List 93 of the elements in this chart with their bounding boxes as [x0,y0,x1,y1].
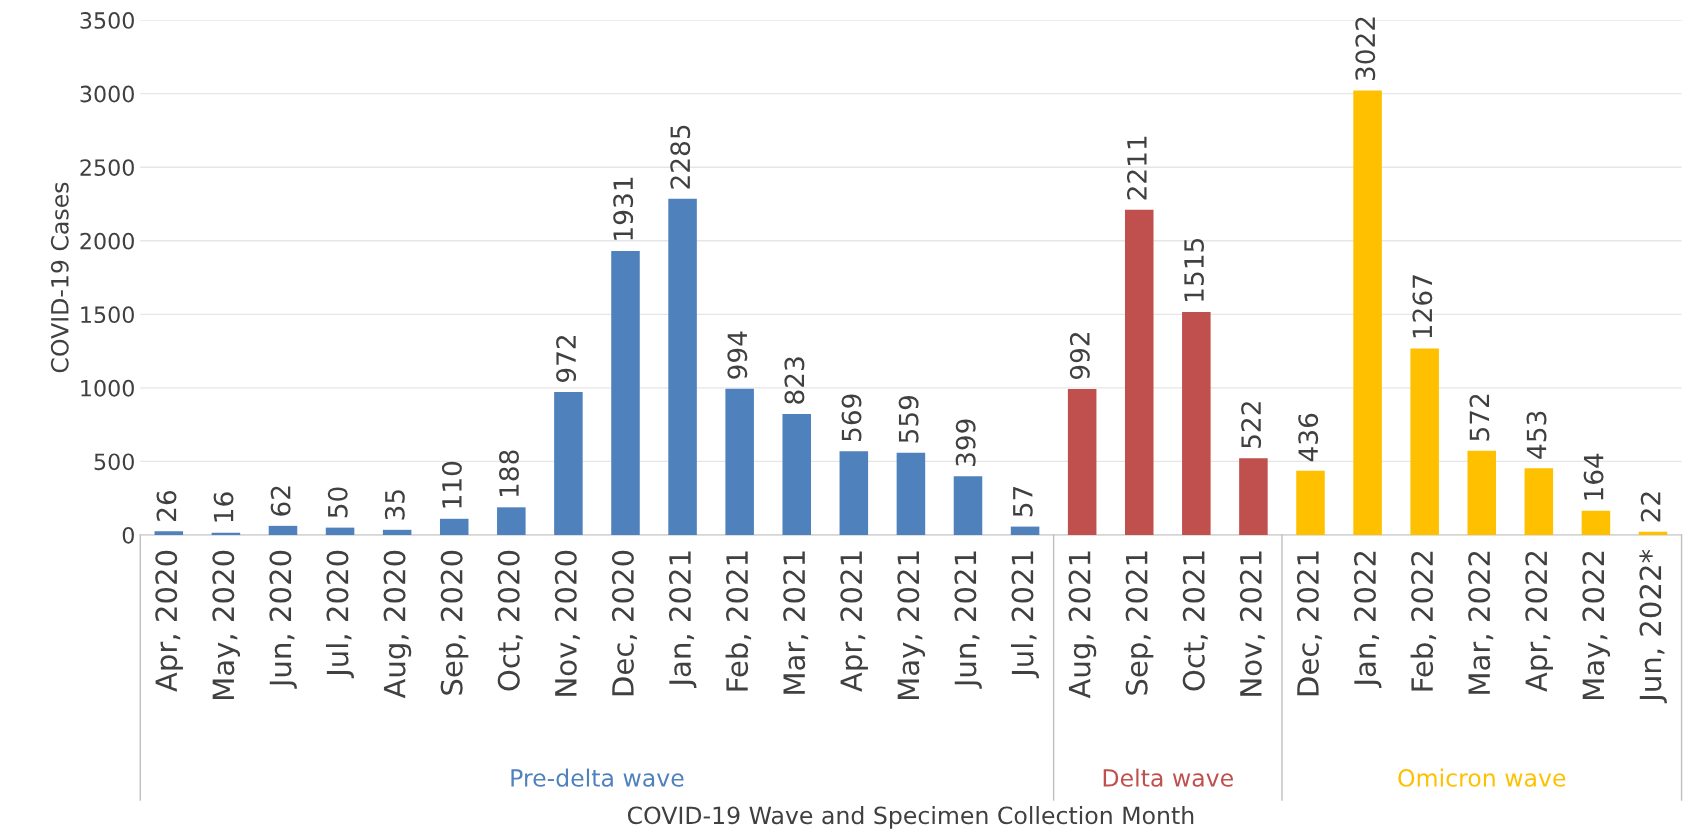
data-label: 62 [270,486,291,516]
x-tick-label: May, 2022 [1582,551,1611,700]
x-tick-label: Dec, 2021 [1296,551,1322,696]
data-label: 2211 [1126,136,1147,200]
x-tick-label: Jan, 2021 [668,551,697,689]
x-tick-label: Sep, 2021 [1125,551,1154,695]
bar [382,529,412,535]
bar [953,476,983,535]
bar [554,391,583,535]
x-tick-label: Nov, 2020 [554,550,580,696]
bar [725,388,754,535]
y-tick-label: 3500 [80,12,134,29]
x-tick-label: Jun, 2020 [269,550,297,689]
data-label: 50 [327,487,348,518]
bar [1124,209,1154,535]
x-tick-label: Jan, 2022 [1353,551,1382,689]
bar [497,507,526,535]
y-tick-label: 1500 [81,306,134,324]
bar [1067,389,1097,535]
data-label: 823 [784,357,805,404]
x-tick-label: Apr, 2022 [1525,551,1553,692]
bar [325,527,355,535]
data-label: 22 [1640,492,1661,522]
bar [839,451,869,535]
x-tick-label: Jun, 2022* [1639,549,1667,704]
text: Omicron wave [1398,768,1566,787]
x-tick-label: Nov, 2021 [1239,551,1265,696]
bar [896,452,926,535]
bar [1638,531,1668,535]
bar [782,413,812,535]
data-label: 1931 [613,177,634,240]
x-tick-label: Feb, 2021 [725,551,752,691]
text: Delta wave [1103,768,1233,787]
bar [1182,312,1211,535]
x-tick-label: Aug, 2020 [383,550,412,699]
data-label: 26 [156,490,177,521]
x-tick-label: Oct, 2020 [497,550,523,691]
data-label: 1267 [1412,275,1433,338]
bar [154,531,184,535]
bar [439,518,469,535]
data-label: 164 [1583,453,1604,500]
data-label: 57 [1013,486,1033,517]
y-axis-title: COVID-19 Cases [50,182,69,373]
bar [611,250,640,535]
data-label: 569 [841,394,862,441]
y-tick-label: 0 [122,526,134,544]
data-label: 992 [1069,332,1090,380]
x-tick-label: Jul, 2021 [1010,551,1039,679]
data-label: 16 [213,492,234,522]
data-label: 522 [1241,402,1262,448]
data-label: 188 [499,450,519,497]
data-label: 436 [1298,413,1319,462]
y-tick-label: 500 [94,453,134,471]
bar [1239,458,1268,535]
x-axis-title: COVID-19 Wave and Specimen Collection Month [627,806,1194,829]
bar [1524,468,1554,535]
data-label: 2285 [670,125,691,189]
data-label: 572 [1469,394,1490,441]
data-label: 35 [384,490,405,520]
x-tick-label: Jun, 2021 [954,551,982,689]
x-tick-label: May, 2020 [212,550,241,700]
x-tick-label: May, 2021 [897,551,926,700]
x-tick-label: Apr, 2021 [840,551,868,692]
data-label: 559 [898,395,919,443]
bar [1010,526,1040,535]
x-tick-label: Mar, 2021 [783,551,809,694]
y-tick-label: 2500 [80,159,134,176]
x-tick-label: Aug, 2021 [1068,551,1097,699]
data-label: 3022 [1355,17,1376,81]
bar [268,525,298,535]
x-tick-label: Oct, 2021 [1182,551,1208,691]
x-tick-label: Dec, 2020 [611,550,637,696]
x-tick-label: Jul, 2020 [325,550,354,679]
y-tick-label: 2000 [80,232,134,250]
x-tick-label: Mar, 2022 [1468,551,1494,694]
x-tick-label: Feb, 2022 [1410,551,1437,691]
bar [1410,348,1439,535]
data-label: 1515 [1184,238,1204,301]
data-label: 453 [1526,411,1547,459]
data-label: 994 [727,331,748,379]
bar [1296,470,1325,535]
text: Pre-delta wave [511,768,684,787]
bar [1353,90,1382,535]
x-tick-label: Apr, 2020 [155,550,183,692]
x-tick-label: Sep, 2020 [440,550,469,695]
y-tick-label: 3000 [80,85,134,103]
bar [1581,510,1611,535]
y-tick-label: 1000 [81,379,134,397]
data-label: 110 [441,461,462,508]
bar [1467,450,1497,535]
bar [668,198,697,535]
data-label: 972 [556,335,577,382]
data-label: 399 [955,419,976,466]
